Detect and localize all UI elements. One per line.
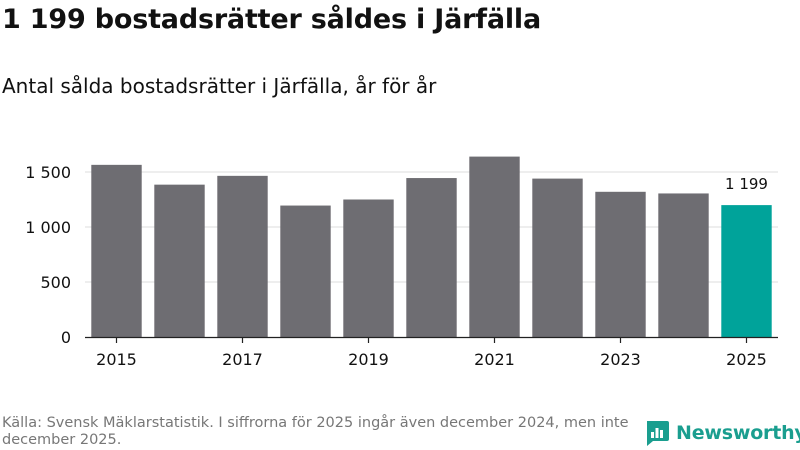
bar-2020 bbox=[406, 178, 457, 337]
y-tick-label: 500 bbox=[40, 273, 71, 292]
bar-2023 bbox=[595, 191, 646, 337]
chart-subtitle: Antal sålda bostadsrätter i Järfälla, år… bbox=[2, 74, 437, 98]
x-tick-label: 2023 bbox=[600, 350, 641, 369]
bar-2019 bbox=[343, 199, 394, 337]
y-tick-label: 1 500 bbox=[25, 163, 71, 182]
bar-2016 bbox=[154, 184, 205, 337]
bar-2015 bbox=[91, 164, 142, 337]
x-tick-label: 2025 bbox=[726, 350, 767, 369]
brand-logo[interactable]: Newsworthy bbox=[644, 419, 800, 447]
y-tick-label: 0 bbox=[61, 328, 71, 347]
source-note: Källa: Svensk Mäklarstatistik. I siffror… bbox=[2, 415, 629, 448]
x-tick-label: 2019 bbox=[348, 350, 389, 369]
bar-2018 bbox=[280, 205, 331, 337]
bar-2024 bbox=[658, 193, 709, 337]
bar-2021 bbox=[469, 156, 520, 337]
newsworthy-logo-icon bbox=[647, 421, 669, 446]
bar-2022 bbox=[532, 178, 583, 337]
bar-2017 bbox=[217, 175, 268, 337]
brand-name: Newsworthy bbox=[676, 422, 800, 444]
chart-title: 1 199 bostadsrätter såldes i Järfälla bbox=[2, 4, 541, 35]
x-tick-label: 2021 bbox=[474, 350, 515, 369]
x-tick-label: 2017 bbox=[222, 350, 263, 369]
data-label: 1 199 bbox=[725, 175, 768, 193]
bar-2025 bbox=[721, 205, 772, 337]
x-tick-label: 2015 bbox=[96, 350, 137, 369]
y-tick-label: 1 000 bbox=[25, 218, 71, 237]
